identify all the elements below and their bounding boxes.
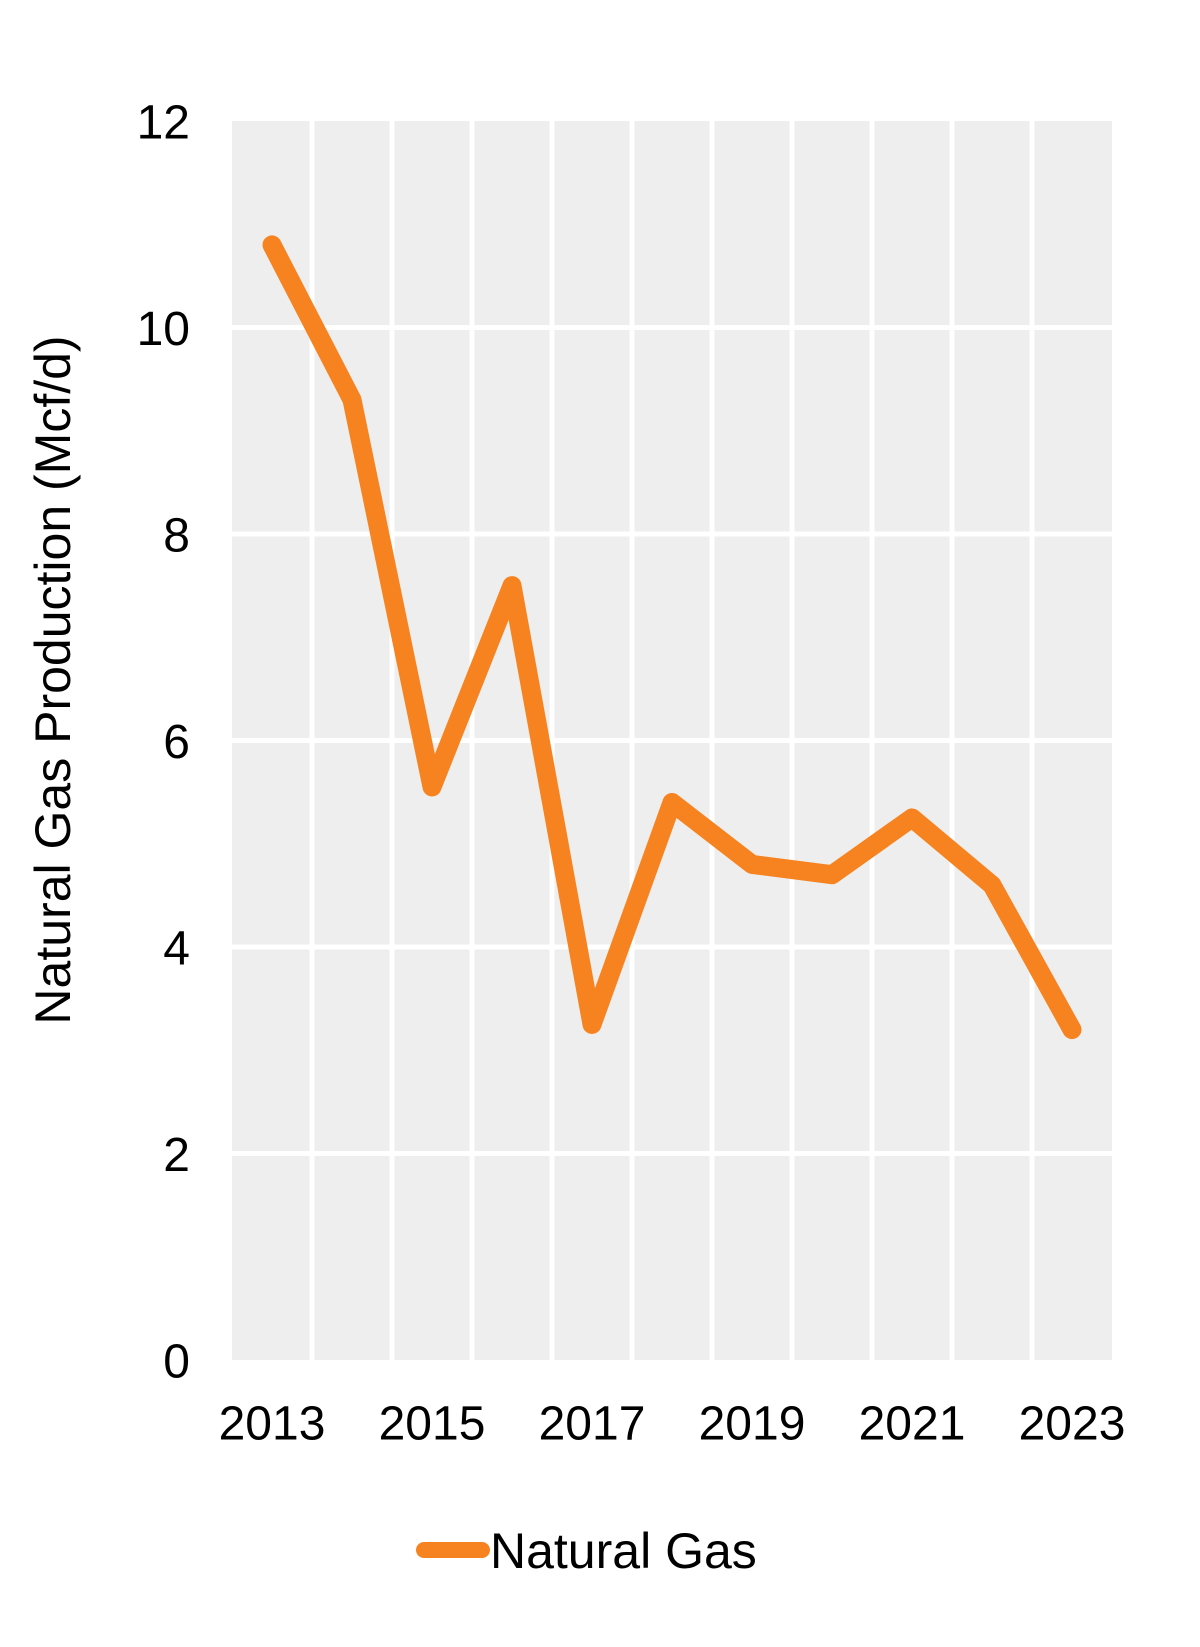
x-axis-tick-label: 2015: [379, 1397, 486, 1450]
y-axis-tick-labels: 0 2 4 6 8 10 12: [137, 96, 190, 1388]
y-axis-tick-label: 8: [163, 509, 190, 562]
legend: Natural Gas: [416, 1523, 757, 1579]
y-axis-tick-label: 6: [163, 716, 190, 769]
y-axis-tick-label: 4: [163, 922, 190, 975]
y-axis-tick-label: 0: [163, 1335, 190, 1388]
x-axis-tick-label: 2021: [859, 1397, 966, 1450]
y-axis-tick-label: 2: [163, 1129, 190, 1182]
natural-gas-series-line: [262, 235, 1082, 1040]
x-axis-tick-label: 2019: [699, 1397, 806, 1450]
series-lines: [262, 235, 1082, 1040]
x-axis-tick-label: 2013: [219, 1397, 326, 1450]
gridlines: [232, 121, 1112, 1360]
x-axis-tick-label: 2017: [539, 1397, 646, 1450]
x-axis-tick-label: 2023: [1019, 1397, 1126, 1450]
y-axis-title: Natural Gas Production (Mcf/d): [25, 335, 81, 1024]
legend-label: Natural Gas: [490, 1523, 757, 1579]
y-axis-tick-label: 10: [137, 303, 190, 356]
x-axis-tick-labels: 2013 2015 2017 2019 2021 2023: [219, 1397, 1126, 1450]
y-axis-tick-label: 12: [137, 96, 190, 149]
